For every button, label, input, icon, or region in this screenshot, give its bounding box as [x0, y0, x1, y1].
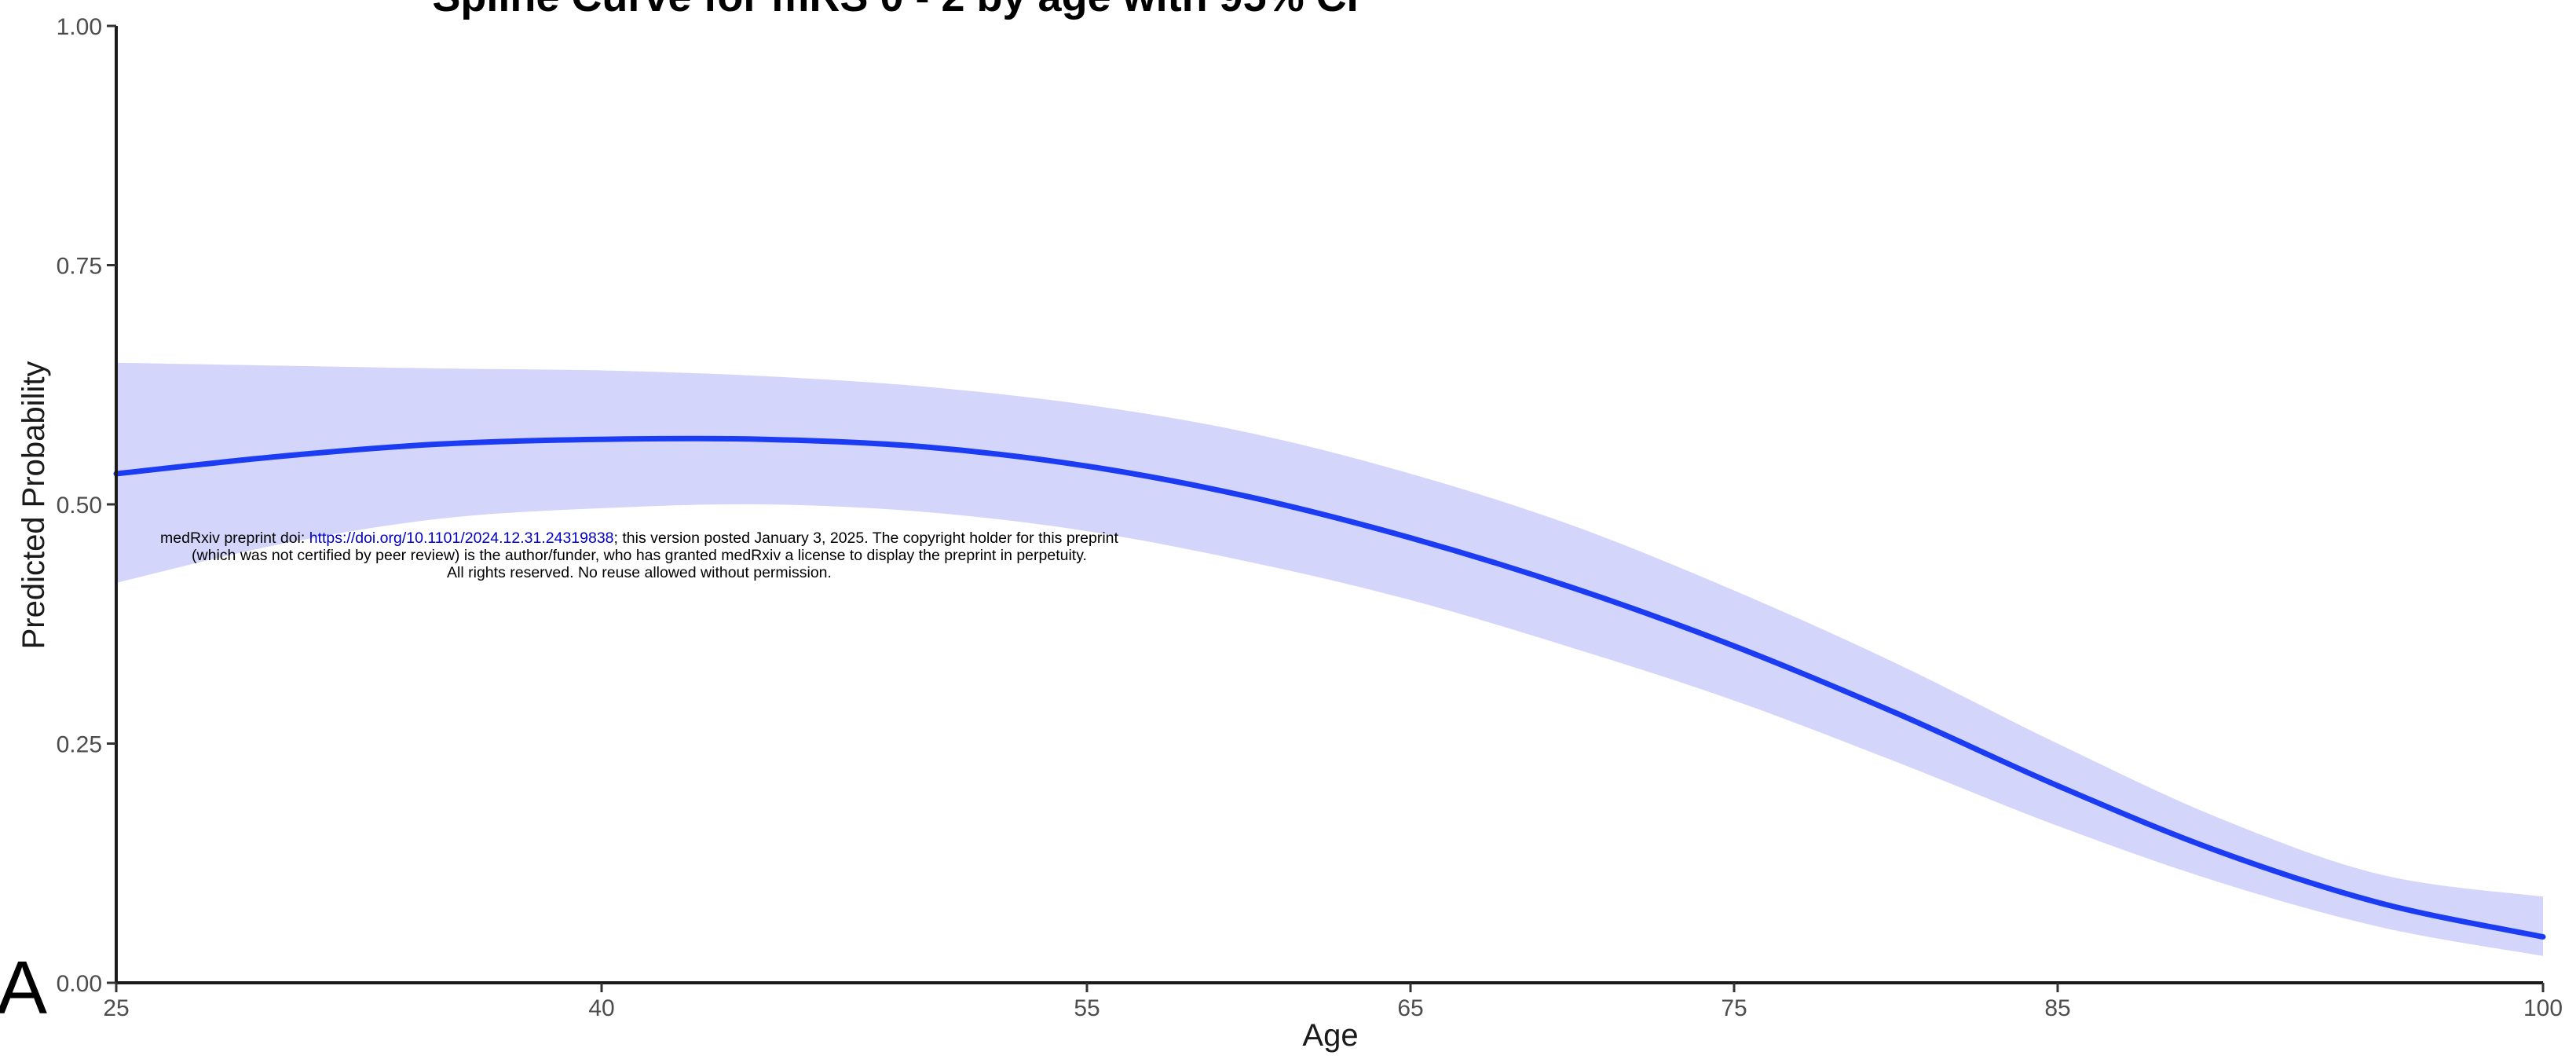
preprint-notice: medRxiv preprint doi: https://doi.org/10… — [118, 530, 1161, 581]
x-axis: 25 40 55 65 75 85 100 — [103, 981, 2563, 1021]
y-axis: 0.00 0.25 0.50 0.75 1.00 — [57, 14, 118, 997]
x-tick-label: 85 — [2044, 995, 2070, 1021]
y-tick-label: 1.00 — [57, 14, 102, 40]
x-tick-label: 100 — [2523, 995, 2563, 1021]
confidence-band-0 — [116, 362, 2543, 956]
y-tick-label: 0.75 — [57, 254, 102, 280]
x-tick-label: 65 — [1397, 995, 1423, 1021]
y-axis-title: Predicted Probability — [16, 361, 51, 650]
x-axis-title: Age — [1302, 1018, 1358, 1053]
notice-line-2: (which was not certified by peer review)… — [192, 547, 1087, 564]
notice-line-3: All rights reserved. No reuse allowed wi… — [447, 564, 832, 581]
notice-suffix: ; this version posted January 3, 2025. T… — [613, 530, 1118, 547]
x-tick-label: 55 — [1074, 995, 1100, 1021]
notice-prefix: medRxiv preprint doi: — [160, 530, 309, 547]
x-tick-label: 25 — [103, 995, 129, 1021]
x-tick-label: 75 — [1721, 995, 1747, 1021]
y-tick-label: 0.25 — [57, 732, 102, 758]
panel-label: A — [0, 946, 47, 1030]
chart-title: Spline Curve for mRS 0 - 2 by age with 9… — [432, 0, 1358, 20]
plot-area — [113, 362, 2546, 956]
y-tick-label: 0.00 — [57, 971, 102, 997]
y-tick-label: 0.50 — [57, 493, 102, 519]
doi-link[interactable]: https://doi.org/10.1101/2024.12.31.24319… — [309, 530, 614, 547]
x-tick-label: 40 — [588, 995, 614, 1021]
notice-line-1: medRxiv preprint doi: https://doi.org/10… — [118, 530, 1161, 547]
spline-line-0 — [113, 435, 2546, 940]
